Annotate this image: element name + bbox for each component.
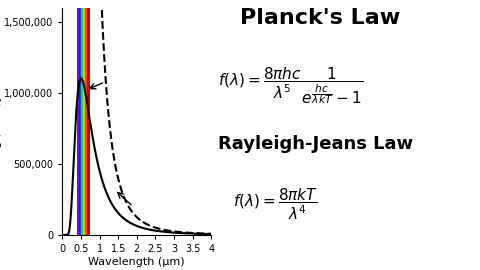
Bar (87, 8, 90, 235)
Bar (84, 8, 85, 235)
Bar (85, 8, 87, 235)
Text: $f(\lambda) = \dfrac{8\pi hc}{\lambda^5} \dfrac{1}{e^{\dfrac{hc}{\lambda kT}}-1}: $f(\lambda) = \dfrac{8\pi hc}{\lambda^5}… (218, 65, 364, 106)
Bar (83, 8, 84, 235)
X-axis label: Wavelength (μm): Wavelength (μm) (88, 257, 185, 267)
Y-axis label: Energy
Density, f(λ)
[J/(m³·m)]: Energy Density, f(λ) [J/(m³·m)] (0, 89, 1, 154)
Bar (82, 8, 83, 235)
Bar (80, 8, 81, 235)
Text: $f(\lambda) = \dfrac{8\pi kT}{\lambda^4}$: $f(\lambda) = \dfrac{8\pi kT}{\lambda^4}… (233, 186, 318, 222)
Text: Planck's Law: Planck's Law (240, 8, 400, 28)
Bar (79, 8, 80, 235)
Bar (76, 8, 79, 235)
Text: Rayleigh-Jeans Law: Rayleigh-Jeans Law (218, 135, 414, 153)
Bar (81, 8, 82, 235)
